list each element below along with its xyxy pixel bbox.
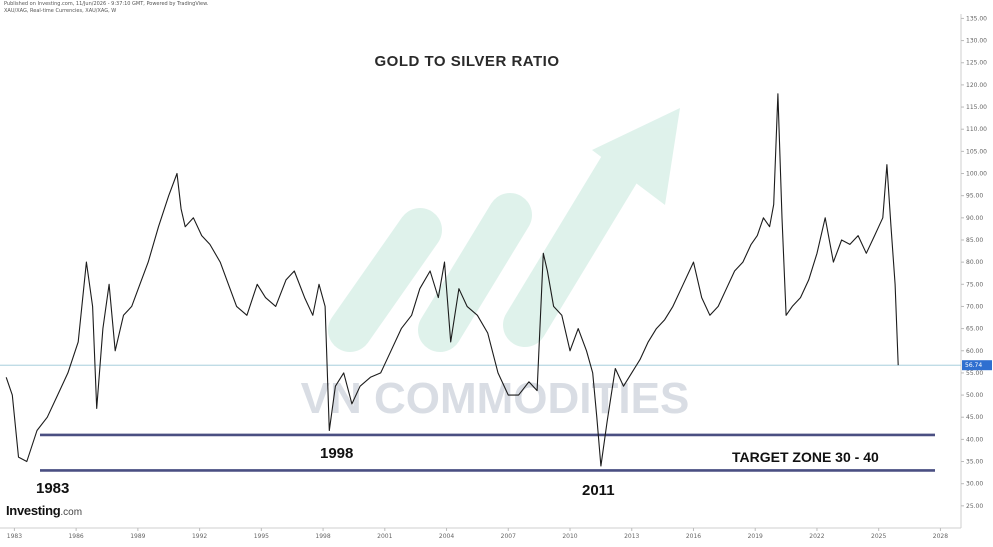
y-tick-label: 60.00 xyxy=(966,348,983,355)
y-tick-label: 135.00 xyxy=(966,15,987,22)
annotation-2011: 2011 xyxy=(582,482,615,499)
x-tick-label: 1992 xyxy=(192,533,207,540)
y-tick-label: 50.00 xyxy=(966,392,983,399)
x-tick-label: 1995 xyxy=(254,533,269,540)
y-tick-label: 70.00 xyxy=(966,303,983,310)
y-tick-label: 45.00 xyxy=(966,414,983,421)
x-tick-label: 1998 xyxy=(315,533,330,540)
y-tick-label: 120.00 xyxy=(966,82,987,89)
y-tick-label: 90.00 xyxy=(966,215,983,222)
x-tick-label: 2010 xyxy=(562,533,577,540)
x-tick-label: 1989 xyxy=(130,533,145,540)
annotation-1983: 1983 xyxy=(36,480,69,497)
y-tick-label: 125.00 xyxy=(966,60,987,67)
x-tick-label: 1986 xyxy=(68,533,83,540)
symbol-info: XAU/XAG, Real-time Currencies, XAU/XAG, … xyxy=(4,8,117,14)
x-tick-label: 2019 xyxy=(748,533,763,540)
y-tick-label: 110.00 xyxy=(966,126,987,133)
x-tick-label: 2001 xyxy=(377,533,392,540)
y-tick-label: 95.00 xyxy=(966,193,983,200)
y-tick-label: 100.00 xyxy=(966,171,987,178)
chart-title: GOLD TO SILVER RATIO xyxy=(374,53,559,70)
last-value-label: 56.74 xyxy=(965,362,982,369)
x-tick-label: 2016 xyxy=(686,533,701,540)
y-tick-label: 30.00 xyxy=(966,481,983,488)
y-tick-label: 35.00 xyxy=(966,459,983,466)
y-tick-label: 65.00 xyxy=(966,326,983,333)
ratio-line xyxy=(5,93,899,467)
y-tick-label: 80.00 xyxy=(966,259,983,266)
x-tick-label: 1983 xyxy=(7,533,22,540)
x-tick-label: 2013 xyxy=(624,533,639,540)
y-tick-label: 25.00 xyxy=(966,503,983,510)
y-tick-label: 130.00 xyxy=(966,38,987,45)
annotation-1998: 1998 xyxy=(320,445,353,462)
y-tick-label: 85.00 xyxy=(966,237,983,244)
watermark-text: VN COMMODITIES xyxy=(301,374,690,423)
y-tick-label: 40.00 xyxy=(966,436,983,443)
watermark-logo xyxy=(328,108,680,352)
x-tick-label: 2025 xyxy=(871,533,886,540)
y-tick-label: 105.00 xyxy=(966,148,987,155)
y-tick-label: 55.00 xyxy=(966,370,983,377)
investing-logo: Investing.com xyxy=(6,503,83,518)
y-tick-label: 115.00 xyxy=(966,104,987,111)
x-tick-label: 2028 xyxy=(933,533,948,540)
publish-info: Published on Investing.com, 11/Jun/2026 … xyxy=(4,1,209,7)
x-tick-label: 2007 xyxy=(501,533,516,540)
annotation-target-zone: TARGET ZONE 30 - 40 xyxy=(732,449,879,465)
x-tick-label: 2004 xyxy=(439,533,454,540)
y-tick-label: 75.00 xyxy=(966,281,983,288)
last-value-badge xyxy=(962,360,992,371)
x-tick-label: 2022 xyxy=(809,533,824,540)
